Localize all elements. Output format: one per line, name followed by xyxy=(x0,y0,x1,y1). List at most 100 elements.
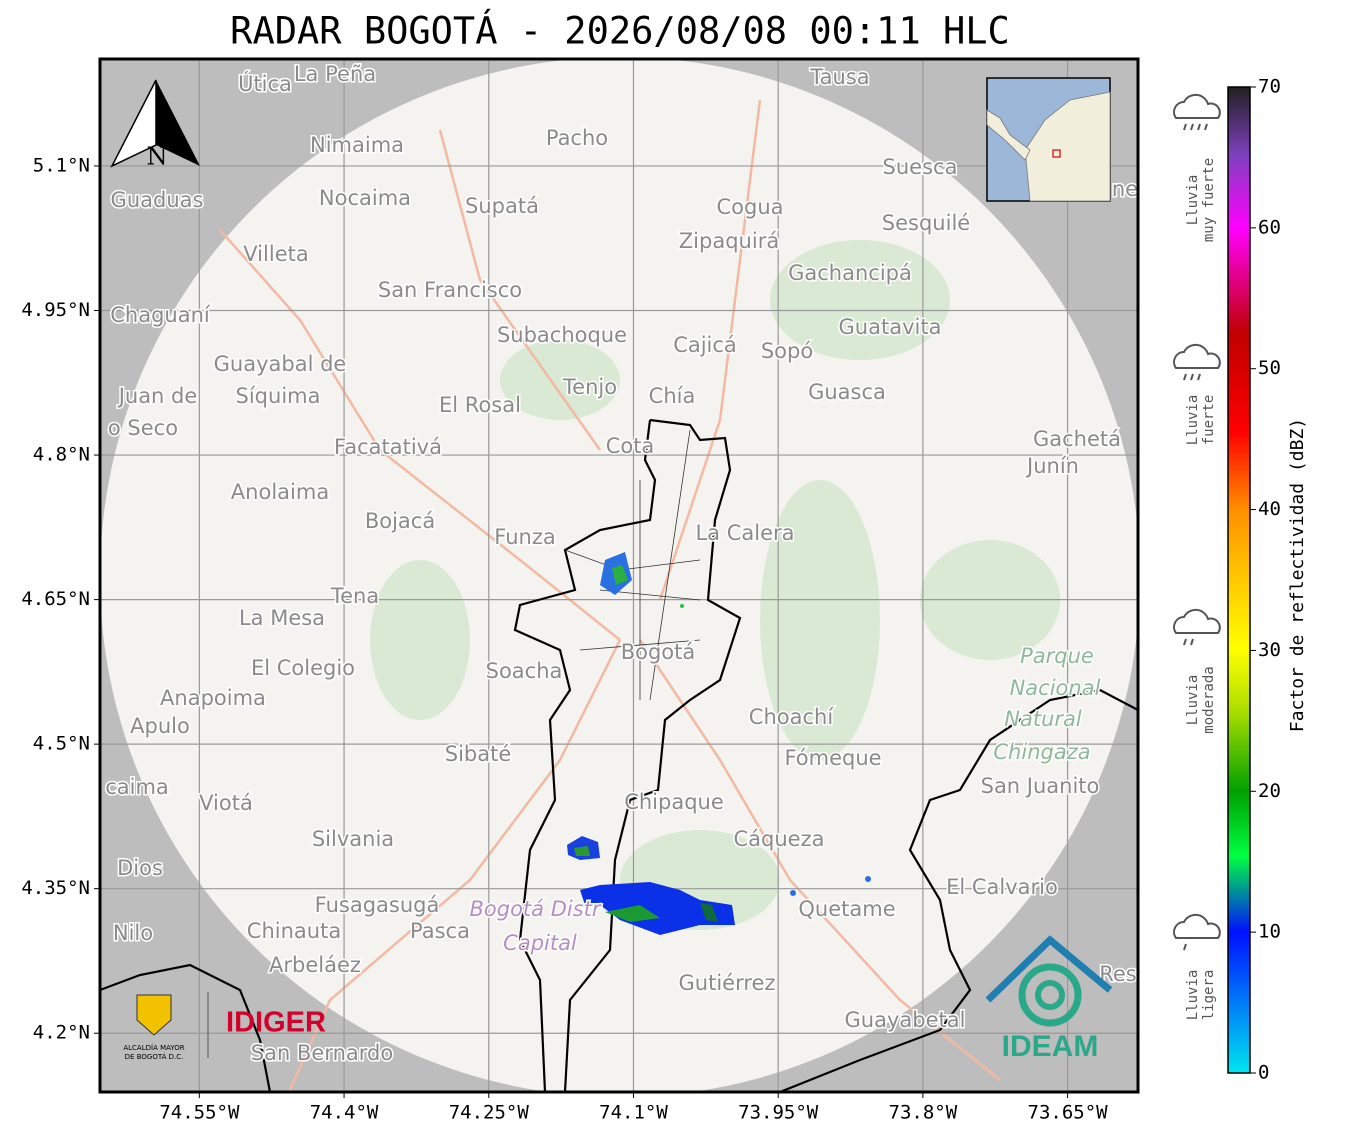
place-label: caima xyxy=(105,775,169,799)
place-label: Funza xyxy=(494,525,555,549)
place-label: Anapoima xyxy=(160,686,266,710)
cloud xyxy=(1173,913,1221,939)
radar-echoes xyxy=(567,552,871,935)
place-label: Dios xyxy=(117,856,163,880)
rain-icon xyxy=(1173,913,1221,951)
lon-tick-label: 73.65°W xyxy=(1028,1102,1109,1124)
place-label: La Mesa xyxy=(239,606,325,630)
place-label: Guatavita xyxy=(839,315,942,339)
place-label: Fómeque xyxy=(784,746,881,770)
rain-label: Lluvia xyxy=(1185,970,1201,1021)
place-label: Viotá xyxy=(199,791,253,815)
rain-icon xyxy=(1173,608,1221,646)
place-label: Choachí xyxy=(749,705,835,729)
rain-label: muy fuerte xyxy=(1201,158,1217,242)
place-label: Villeta xyxy=(243,242,308,266)
lat-tick-label: 4.65°N xyxy=(21,588,90,610)
place-label: Chía xyxy=(649,384,696,408)
place-label: Sibaté xyxy=(445,742,512,766)
place-label: Síquima xyxy=(236,384,321,408)
place-label: Fusagasugá xyxy=(315,893,440,917)
place-label: San Francisco xyxy=(378,278,522,302)
title: RADAR BOGOTÁ - 2026/08/08 00:11 HLC xyxy=(230,9,1010,53)
lat-tick-label: 4.5°N xyxy=(33,733,90,755)
lon-tick-label: 74.25°W xyxy=(449,1102,530,1124)
drop xyxy=(1183,638,1187,646)
place-label: Cáqueza xyxy=(734,827,825,851)
place-label: Natural xyxy=(1004,707,1082,731)
place-label: Cogua xyxy=(716,195,783,219)
rain-icon xyxy=(1173,93,1221,131)
inset-map xyxy=(986,77,1111,202)
rain-label: moderada xyxy=(1201,666,1217,733)
place-label: La Calera xyxy=(695,521,794,545)
place-label: Silvania xyxy=(312,827,394,851)
place-label: Bojacá xyxy=(365,509,435,533)
place-label: San Bernardo xyxy=(251,1041,393,1065)
place-label: Parque xyxy=(1020,644,1094,668)
place-label: Chipaque xyxy=(624,790,724,814)
place-label: Tausa xyxy=(809,65,869,89)
place-label: Chaguaní xyxy=(110,303,211,327)
drop xyxy=(1190,123,1194,131)
place-label: Juan de xyxy=(117,384,198,408)
drop xyxy=(1197,123,1201,131)
place-label: Facatativá xyxy=(334,435,442,459)
place-label: Nacional xyxy=(1010,676,1101,700)
cloud xyxy=(1173,608,1221,634)
place-label: Nocaima xyxy=(319,186,411,210)
place-label: Anolaima xyxy=(231,480,329,504)
colorbar-tick-label: 20 xyxy=(1258,780,1281,802)
place-label: Bogotá Distr xyxy=(469,897,601,921)
alcaldia-text: ALCALDÍA MAYOR xyxy=(123,1043,184,1052)
drop xyxy=(1190,638,1194,646)
place-label: Chingaza xyxy=(993,740,1090,764)
alcaldia-logo: ALCALDÍA MAYOR DE BOGOTÁ D.C. xyxy=(123,992,209,1061)
drop xyxy=(1183,943,1187,951)
north-arrow: N xyxy=(110,79,200,171)
lon-tick-label: 74.4°W xyxy=(310,1102,379,1124)
colorbar-tick-label: 10 xyxy=(1258,921,1281,943)
place-label: o Seco xyxy=(108,416,178,440)
place-label: Arbeláez xyxy=(269,953,361,977)
roads xyxy=(219,99,1001,1091)
colorbar-tick-label: 60 xyxy=(1258,216,1281,238)
place-label: Útica xyxy=(238,71,292,96)
ideam-logo: IDEAM xyxy=(985,935,1113,1063)
rain-label: ligera xyxy=(1201,970,1217,1021)
place-label: Pacho xyxy=(546,126,608,150)
place-label: Bogotá xyxy=(621,640,696,664)
cloud xyxy=(1173,93,1221,119)
place-label: Zipaquirá xyxy=(679,229,779,253)
north-label: N xyxy=(147,143,168,171)
drop xyxy=(1197,373,1201,381)
place-label: El Calvario xyxy=(946,875,1058,899)
place-label: Supatá xyxy=(465,194,539,218)
place-label: El Colegio xyxy=(251,656,355,680)
cloud xyxy=(1173,343,1221,369)
graticule xyxy=(100,59,1138,1092)
colorbar xyxy=(1227,86,1251,1074)
lat-tick-label: 4.8°N xyxy=(33,444,90,466)
lon-tick-label: 73.8°W xyxy=(889,1102,958,1124)
rain-icons xyxy=(1173,93,1221,951)
colorbar-tick-label: 0 xyxy=(1258,1062,1269,1084)
place-label: ne xyxy=(1112,177,1138,201)
place-label: Quetame xyxy=(798,897,895,921)
drop xyxy=(1190,373,1194,381)
place-labels: Útica La Peña Tausa Pacho Nimaima Suesca Guadu… xyxy=(104,61,1138,1067)
place-label: Nimaima xyxy=(310,133,404,157)
lon-tick-label: 74.55°W xyxy=(159,1102,240,1124)
place-label: Pasca xyxy=(410,919,470,943)
map-frame xyxy=(98,57,1140,1094)
lat-tick-label: 4.35°N xyxy=(21,877,90,899)
place-label: Cajicá xyxy=(673,333,737,357)
place-label: Gachancipá xyxy=(788,261,912,285)
place-label: Gachetá xyxy=(1033,427,1121,451)
lat-tick-label: 5.1°N xyxy=(33,154,90,176)
ideam-text: IDEAM xyxy=(1002,1030,1099,1063)
place-label: Tenjo xyxy=(562,375,617,399)
place-label: Res xyxy=(1099,962,1137,986)
colorbar-tick-label: 70 xyxy=(1258,76,1281,98)
